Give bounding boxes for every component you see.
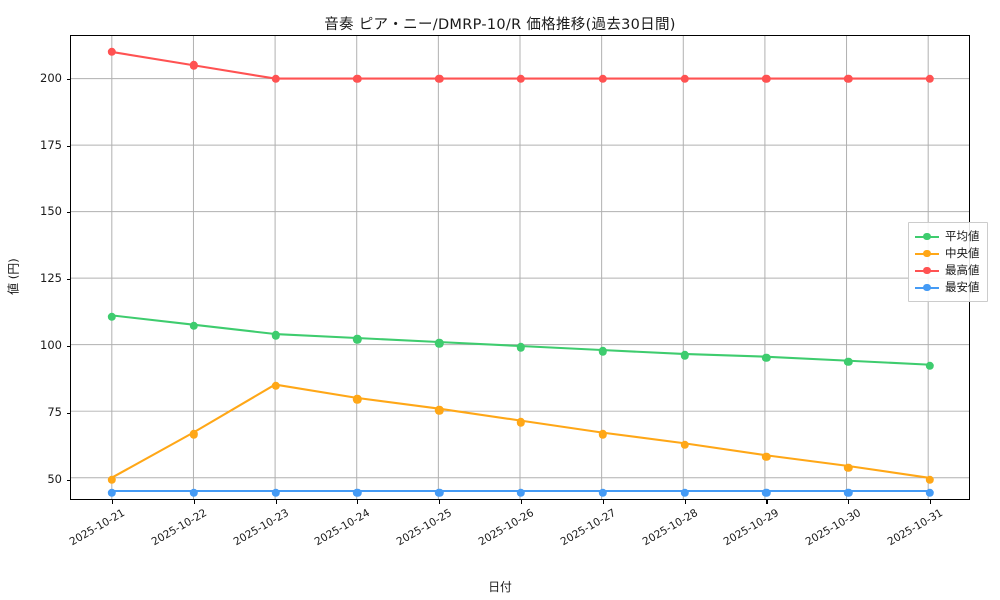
y-axis-label: 値 (円) — [6, 258, 21, 295]
y-tick-label: 100 — [40, 338, 62, 352]
legend-item-0: 平均値 — [915, 228, 980, 245]
data-point — [107, 312, 117, 321]
data-point — [680, 74, 689, 83]
y-tick-mark — [66, 279, 71, 281]
legend-label: 最安値 — [945, 280, 980, 294]
data-point — [925, 475, 935, 484]
data-point — [271, 74, 280, 83]
data-point — [680, 351, 689, 360]
y-tick-label: 125 — [40, 271, 62, 286]
legend-label: 平均値 — [945, 229, 980, 243]
data-point — [844, 74, 853, 83]
plot-area — [66, 35, 970, 504]
y-tick-mark — [66, 346, 71, 348]
data-point — [189, 488, 198, 498]
data-point — [516, 488, 526, 498]
data-point — [516, 417, 526, 427]
x-tick-mark — [930, 499, 932, 504]
x-tick-mark — [439, 499, 441, 504]
y-tick-mark — [66, 145, 71, 147]
data-point — [353, 395, 362, 404]
x-tick-mark — [275, 499, 277, 504]
y-tick-label: 200 — [40, 70, 62, 85]
data-point — [762, 74, 771, 83]
chart-legend: 平均値 中央値 最高値 — [908, 222, 988, 302]
legend-label: 最高値 — [945, 263, 980, 277]
y-tick-label: 175 — [40, 137, 62, 152]
data-point — [434, 488, 444, 498]
x-tick-mark — [521, 499, 523, 504]
legend-label: 中央値 — [945, 246, 980, 260]
x-tick-mark — [766, 499, 768, 504]
legend-item-1: 中央値 — [915, 245, 980, 262]
data-point — [680, 488, 689, 498]
data-point — [598, 74, 608, 83]
data-point — [762, 452, 771, 462]
data-point — [844, 357, 853, 367]
data-point — [271, 381, 280, 391]
data-point — [516, 74, 526, 83]
data-point — [762, 488, 771, 498]
y-tick-mark — [66, 412, 71, 414]
data-point — [680, 440, 689, 450]
legend-swatch-icon — [915, 231, 939, 243]
data-point — [353, 335, 362, 344]
data-point — [598, 429, 608, 439]
data-point — [844, 463, 853, 472]
data-point — [353, 488, 362, 498]
data-point — [107, 475, 117, 484]
data-point-markers — [71, 36, 969, 499]
y-tick-mark — [66, 479, 71, 481]
axis-tick-marks — [66, 36, 969, 504]
y-tick-label: 50 — [47, 471, 62, 486]
y-tick-label: 150 — [40, 204, 62, 219]
data-point — [434, 405, 444, 415]
data-point — [925, 488, 935, 498]
y-tick-mark — [66, 212, 71, 214]
data-point — [762, 353, 771, 363]
x-axis-label: 日付 — [488, 580, 512, 594]
data-point — [107, 488, 117, 498]
data-point — [434, 74, 444, 83]
data-point — [925, 361, 935, 371]
chart-title: 音奏 ピア・ニー/DMRP-10/R 価格推移(過去30日間) — [324, 17, 676, 33]
x-tick-mark — [848, 499, 850, 504]
data-point — [271, 331, 280, 340]
data-point — [271, 488, 280, 498]
x-tick-mark — [684, 499, 686, 504]
data-point — [598, 347, 608, 356]
data-point — [516, 343, 526, 352]
x-tick-mark — [357, 499, 359, 504]
data-point — [353, 74, 362, 83]
legend-swatch-icon — [915, 265, 939, 277]
x-tick-mark — [111, 499, 113, 504]
data-point — [844, 488, 853, 498]
y-tick-label: 75 — [47, 404, 62, 419]
x-tick-mark — [602, 499, 604, 504]
legend-swatch-icon — [915, 282, 939, 294]
legend-swatch-icon — [915, 248, 939, 260]
legend-item-3: 最安値 — [915, 279, 980, 296]
data-point — [189, 61, 198, 70]
data-point — [598, 488, 608, 498]
data-point — [189, 429, 198, 439]
legend-item-2: 最高値 — [915, 262, 980, 279]
y-tick-mark — [66, 78, 71, 80]
data-point — [925, 74, 935, 83]
x-tick-mark — [193, 499, 195, 504]
data-point — [189, 321, 198, 331]
data-point — [434, 339, 444, 348]
data-point — [107, 47, 117, 57]
